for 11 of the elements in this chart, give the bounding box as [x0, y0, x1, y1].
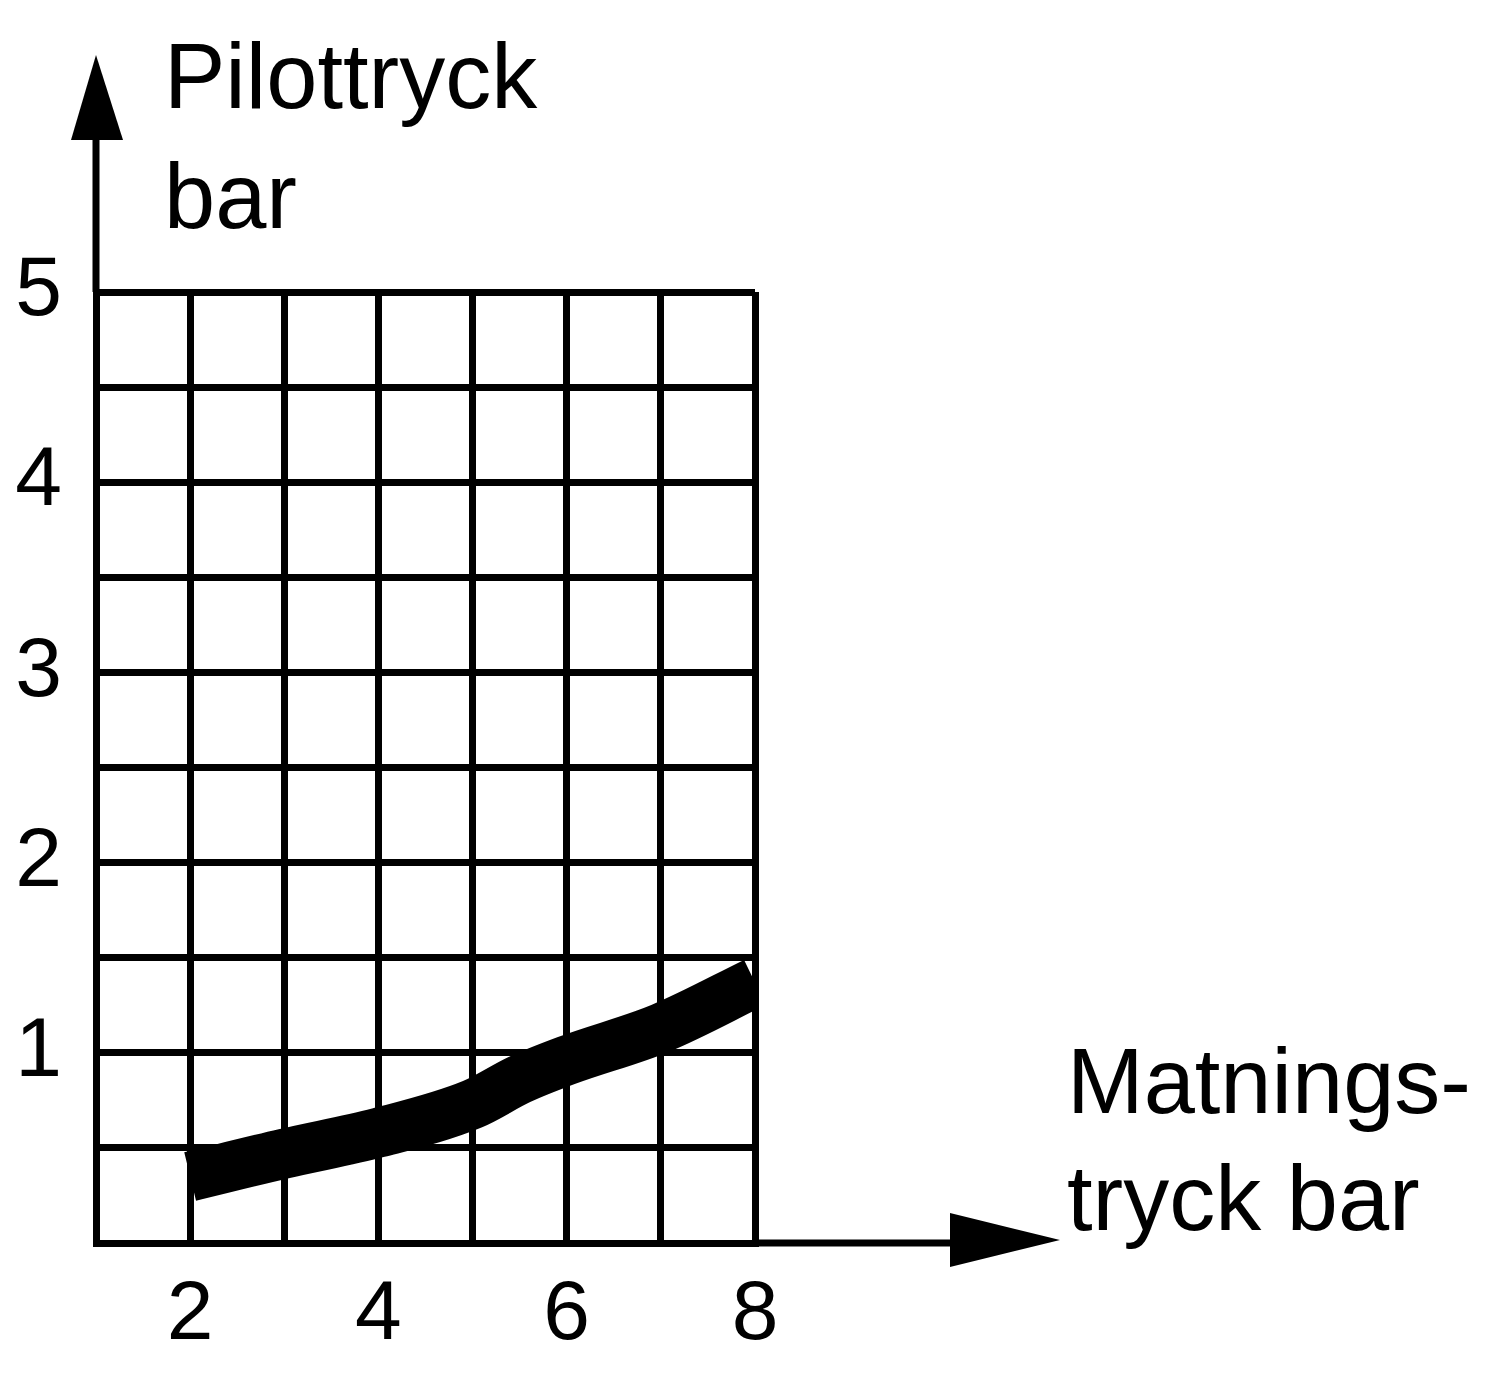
y-axis-title: Pilottryck bar — [164, 25, 539, 247]
x-tick-label: 8 — [731, 1262, 779, 1357]
x-tick-label: 4 — [355, 1262, 402, 1357]
x-tick-label: 6 — [543, 1262, 591, 1357]
y-tick-label: 2 — [15, 809, 62, 904]
x-axis-title: Matnings- tryck bar — [1067, 1030, 1471, 1249]
y-tick-label: 1 — [15, 999, 62, 1094]
y-tick-label: 5 — [15, 239, 62, 334]
y-tick-label: 3 — [15, 619, 62, 714]
x-tick-label: 2 — [166, 1262, 214, 1357]
y-tick-label: 4 — [15, 429, 62, 524]
